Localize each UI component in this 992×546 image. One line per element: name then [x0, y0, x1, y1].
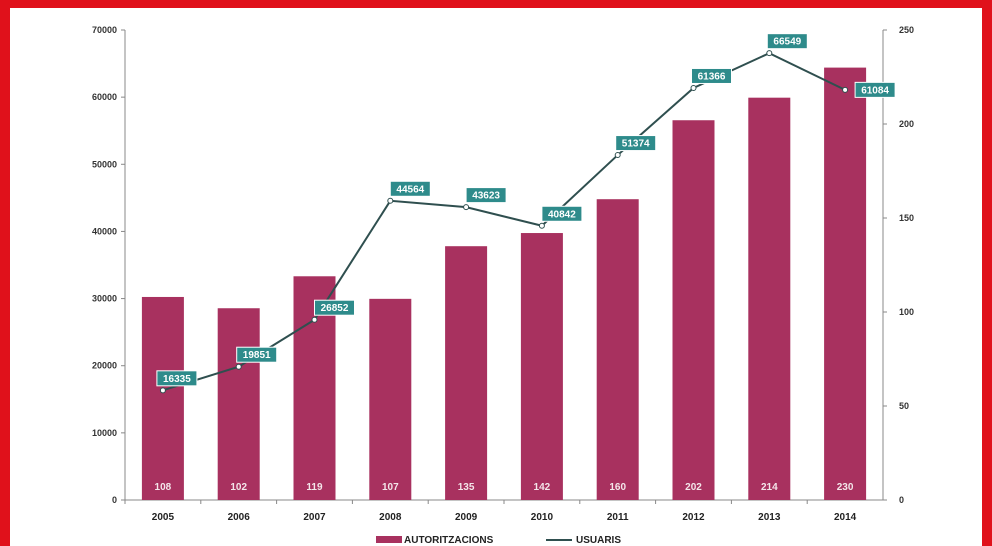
left-axis-tick-label: 10000	[92, 428, 117, 438]
line-value-label: 51374	[622, 139, 650, 150]
x-axis-tick-label: 2005	[152, 512, 175, 523]
x-axis-tick-label: 2006	[228, 512, 251, 523]
x-axis-tick-label: 2012	[682, 512, 705, 523]
bar-value-label: 142	[534, 482, 551, 493]
bar-value-label: 230	[837, 482, 854, 493]
left-axis-tick-label: 40000	[92, 226, 117, 236]
left-axis-tick-label: 60000	[92, 92, 117, 102]
line-value-label: 44564	[396, 184, 424, 195]
line-label-box	[854, 81, 896, 98]
line-label-box	[615, 135, 657, 152]
line-label-box	[766, 33, 808, 50]
line-value-label: 61366	[698, 71, 726, 82]
line-point	[311, 316, 318, 323]
x-axis-tick-label: 2009	[455, 512, 478, 523]
data-labels: 16335 19851 26852 44564 43623 40842 51374 61366…	[156, 33, 896, 387]
bar	[520, 233, 563, 501]
line-label-box	[236, 346, 278, 363]
right-axis-tick-label: 150	[899, 213, 914, 223]
legend: AUTORITZACIONS USUARIS	[376, 535, 621, 546]
line-series	[159, 50, 849, 394]
right-axis-tick-label: 100	[899, 307, 914, 317]
bar-value-label: 160	[609, 482, 626, 493]
right-axis-tick-label: 250	[899, 25, 914, 35]
line-label-box	[389, 180, 431, 197]
legend-label-usuaris: USUARIS	[576, 535, 621, 546]
bar	[596, 199, 639, 500]
left-axis-tick-label: 70000	[92, 25, 117, 35]
right-axis-tick-label: 50	[899, 401, 909, 411]
line-value-label: 61084	[861, 85, 889, 96]
bar	[369, 298, 412, 500]
bar	[141, 296, 184, 500]
left-axis-tick-label: 0	[112, 495, 117, 505]
line-label-box	[156, 370, 198, 387]
line-value-label: 43623	[472, 191, 500, 202]
bar	[445, 246, 488, 500]
left-axis-tick-label: 30000	[92, 294, 117, 304]
bar	[217, 308, 260, 500]
x-axis-tick-label: 2013	[758, 512, 781, 523]
bar	[748, 97, 791, 501]
line-point	[235, 363, 242, 370]
x-axis-tick-label: 2010	[531, 512, 554, 523]
bar-value-label: 107	[382, 482, 399, 493]
bar-value-label: 108	[155, 482, 172, 493]
bar-value-label: 202	[685, 482, 702, 493]
line-point	[159, 387, 166, 394]
line-point	[463, 204, 470, 211]
legend-label-autoritzacions: AUTORITZACIONS	[404, 535, 494, 546]
legend-swatch-autoritzacions	[376, 536, 402, 543]
line-point	[842, 86, 849, 93]
line-value-label: 66549	[773, 37, 801, 48]
line-value-label: 16335	[163, 374, 191, 385]
line-point	[387, 197, 394, 204]
bar	[824, 67, 867, 500]
line-value-label: 40842	[548, 209, 576, 220]
bars: 108 102 119 107 135 142 160 202 214 230	[141, 67, 867, 501]
line-label-box	[465, 187, 507, 204]
bar-value-label: 119	[306, 482, 323, 493]
right-axis-tick-label: 0	[899, 495, 904, 505]
left-axis-tick-label: 20000	[92, 361, 117, 371]
line-point	[614, 152, 621, 159]
right-axis-tick-label: 200	[899, 119, 914, 129]
line-value-label: 26852	[321, 303, 349, 314]
x-axis-tick-label: 2007	[303, 512, 326, 523]
usuaris-line	[162, 52, 846, 392]
line-label-box	[314, 299, 355, 316]
x-axis-tick-label: 2008	[379, 512, 402, 523]
line-label-box	[691, 67, 732, 84]
line-point	[690, 84, 697, 91]
left-axis-tick-label: 50000	[92, 159, 117, 169]
axes: 0 10000 20000 30000 40000 50000 60000 70000 0 50 1…	[92, 25, 914, 523]
bar-value-label: 102	[230, 482, 247, 493]
line-label-box	[541, 205, 583, 222]
x-axis-tick-label: 2011	[607, 512, 629, 523]
line-value-label: 19851	[243, 350, 271, 361]
x-axis-tick-label: 2014	[834, 512, 857, 523]
bar-value-label: 214	[761, 482, 778, 493]
bar	[672, 120, 715, 501]
line-point	[766, 50, 773, 57]
bar-value-label: 135	[458, 482, 475, 493]
line-point	[538, 222, 545, 229]
